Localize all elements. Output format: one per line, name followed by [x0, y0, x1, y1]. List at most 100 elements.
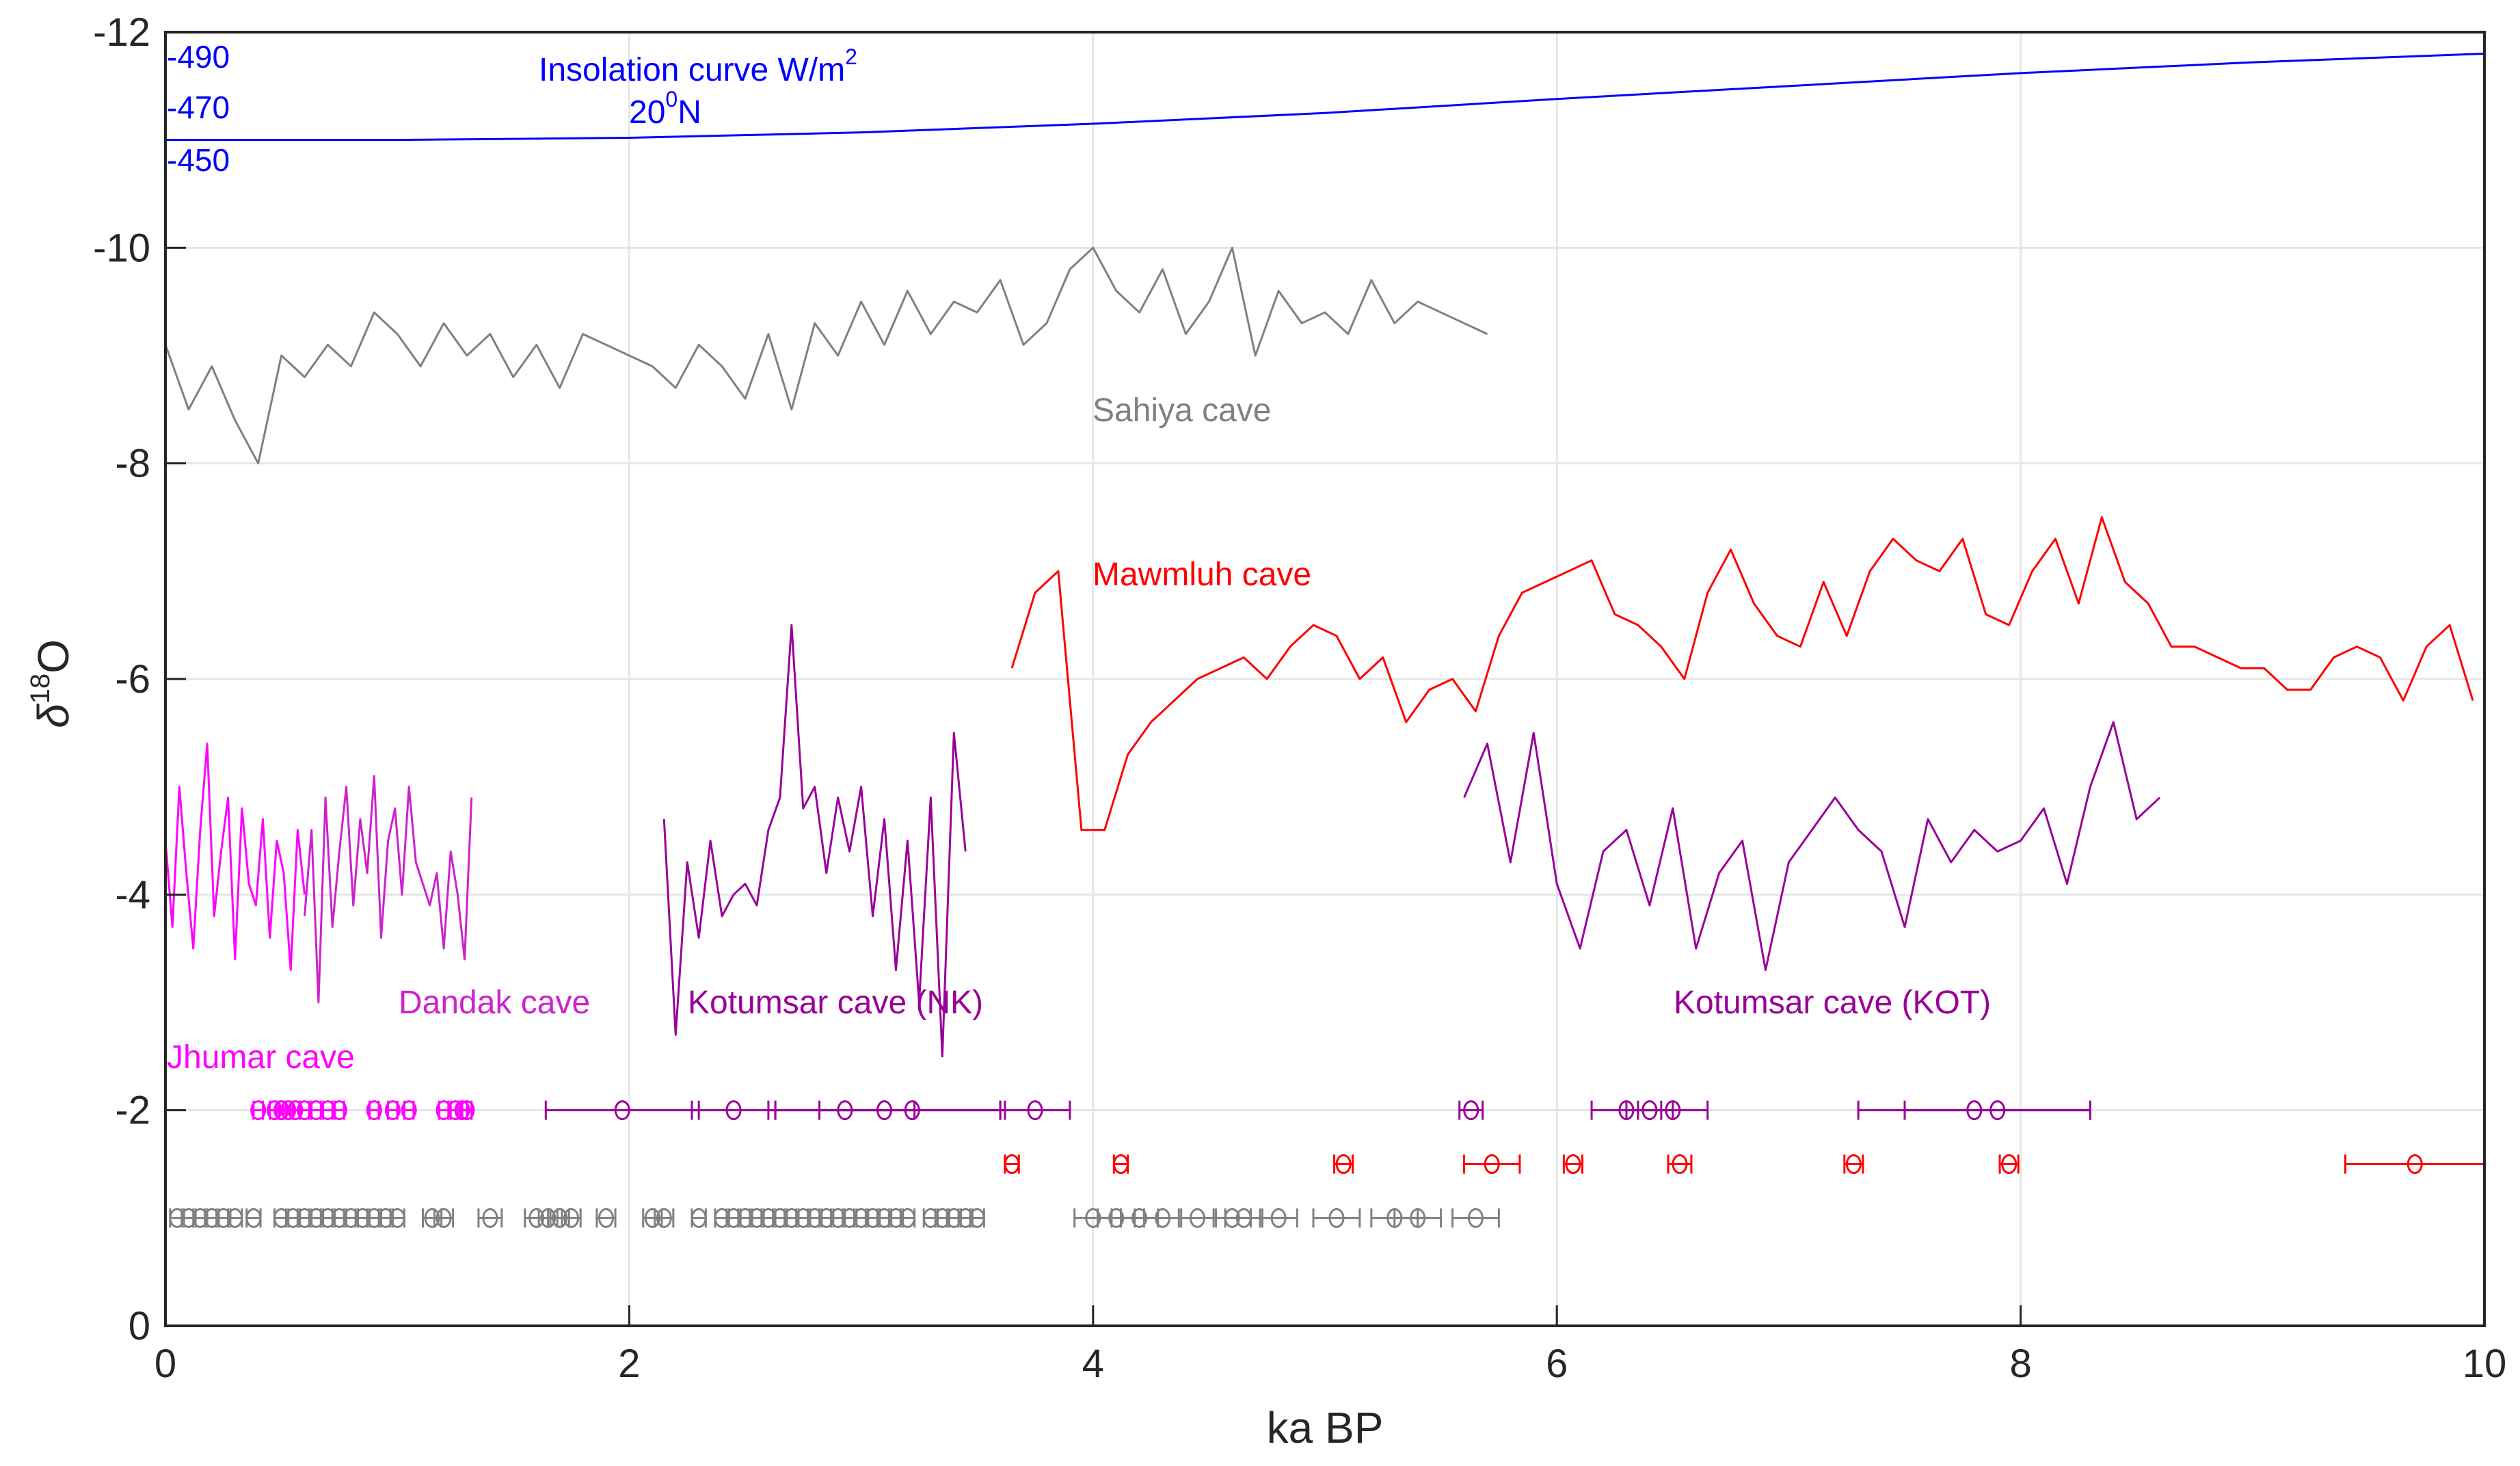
- age-point: [389, 1208, 405, 1228]
- age-point: [1004, 1154, 1020, 1174]
- age-marker: [1667, 1154, 1693, 1174]
- label-dandak-cave: Dandak cave: [399, 985, 590, 1021]
- age-marker: [999, 1100, 1071, 1121]
- age-point: [482, 1208, 498, 1228]
- age-marker: [818, 1100, 1006, 1121]
- ticks: 0 2 4 6 8 10 0 -2 -4 -6 -8 -10 -12: [93, 10, 2506, 1386]
- age-point: [1410, 1208, 1426, 1228]
- insolation-curve: [165, 53, 2485, 142]
- age-point: [1189, 1208, 1205, 1228]
- age-point: [1463, 1100, 1479, 1121]
- age-marker: [561, 1208, 582, 1228]
- y-axis-label-o: O: [29, 639, 78, 674]
- age-point: [1989, 1100, 2006, 1121]
- age-point: [1235, 1208, 1252, 1228]
- y-tick-label: 0: [129, 1304, 150, 1348]
- age-marker: [1142, 1208, 1183, 1228]
- x-tick-label: 2: [618, 1342, 640, 1386]
- grid: [164, 31, 2486, 1327]
- age-marker: [1393, 1208, 1443, 1228]
- age-marker: [245, 1208, 262, 1228]
- age-marker: [1333, 1154, 1354, 1174]
- series-line-sahiya-cave: [164, 246, 1488, 465]
- latitude-label: 200N: [629, 87, 701, 131]
- age-marker: [1843, 1154, 1864, 1174]
- y-axis-label-delta: δ: [29, 703, 78, 728]
- age-point: [691, 1208, 707, 1228]
- age-point: [1565, 1154, 1581, 1174]
- age-marker: [1458, 1100, 1484, 1121]
- age-marker: [1177, 1208, 1218, 1228]
- series-line-mawmluh-cave: [1010, 516, 2474, 831]
- x-tick-label: 8: [2009, 1342, 2031, 1386]
- age-point: [1672, 1154, 1688, 1174]
- y-tick-label: -8: [115, 442, 150, 486]
- age-marker: [595, 1208, 617, 1228]
- age-point: [725, 1100, 742, 1121]
- age-point: [598, 1208, 614, 1228]
- age-point: [1467, 1208, 1484, 1228]
- age-marker: [1259, 1208, 1298, 1228]
- age-point: [1155, 1208, 1171, 1228]
- y-tick-label: -2: [115, 1089, 150, 1133]
- label-jhumar-cave: Jhumar cave: [167, 1039, 355, 1076]
- age-point: [435, 1208, 452, 1228]
- age-marker: [459, 1100, 475, 1121]
- age-marker: [1562, 1154, 1584, 1174]
- age-marker: [331, 1100, 347, 1121]
- label-kotumsar-kot: Kotumsar cave (KOT): [1674, 985, 1991, 1021]
- age-point: [1845, 1154, 1862, 1174]
- age-point: [250, 1100, 267, 1121]
- label-sahiya-cave: Sahiya cave: [1093, 392, 1272, 429]
- plot-area: [164, 53, 2486, 1228]
- age-point: [1335, 1154, 1352, 1174]
- age-point: [1665, 1100, 1681, 1121]
- label-mawmluh-cave: Mawmluh cave: [1093, 557, 1311, 593]
- series-line-kotumsar-cave-kot: [1463, 721, 2161, 972]
- insolation-tick-470: -470: [167, 90, 230, 125]
- series-line-dandak-cave: [304, 775, 473, 1004]
- age-point: [656, 1208, 672, 1228]
- y-tick-label: -12: [93, 10, 150, 55]
- age-point: [366, 1100, 382, 1121]
- age-marker: [227, 1208, 243, 1228]
- age-point: [904, 1100, 920, 1121]
- annotations: Insolation curve W/m2 200N -490 -470 -45…: [167, 39, 1991, 1076]
- latitude-number: 20: [629, 94, 665, 131]
- age-point: [2001, 1154, 2018, 1174]
- age-point: [2407, 1154, 2423, 1174]
- age-marker: [899, 1208, 916, 1228]
- age-marker: [969, 1208, 985, 1228]
- age-point: [1484, 1154, 1500, 1174]
- age-point: [459, 1100, 475, 1121]
- age-marker: [1312, 1208, 1361, 1228]
- age-marker: [1903, 1100, 2091, 1121]
- age-marker: [477, 1208, 503, 1228]
- age-marker: [366, 1100, 382, 1121]
- x-tick-label: 4: [1082, 1342, 1104, 1386]
- y-tick-label: -6: [115, 657, 150, 702]
- age-marker: [544, 1100, 700, 1121]
- insolation-label: Insolation curve W/m2: [539, 44, 857, 88]
- label-kotumsar-nk: Kotumsar cave (NK): [688, 985, 983, 1021]
- latitude-hemisphere: N: [678, 94, 701, 131]
- y-tick-label: -10: [93, 226, 150, 270]
- insolation-tick-490: -490: [167, 39, 230, 75]
- age-marker: [2344, 1154, 2486, 1174]
- age-marker: [1463, 1154, 1521, 1174]
- x-axis-label: ka BP: [1267, 1403, 1384, 1452]
- y-tick-label: -4: [115, 872, 150, 917]
- age-point: [1027, 1100, 1043, 1121]
- insolation-label-text: Insolation curve W/m: [539, 52, 845, 88]
- age-marker: [401, 1100, 417, 1121]
- age-marker: [1998, 1154, 2020, 1174]
- age-marker: [1112, 1154, 1129, 1174]
- x-tick-label: 0: [155, 1342, 176, 1386]
- age-point: [227, 1208, 243, 1228]
- age-marker: [1451, 1208, 1500, 1228]
- age-point: [245, 1208, 262, 1228]
- age-point: [331, 1100, 347, 1121]
- insolation-tick-450: -450: [167, 142, 230, 178]
- age-marker: [691, 1100, 777, 1121]
